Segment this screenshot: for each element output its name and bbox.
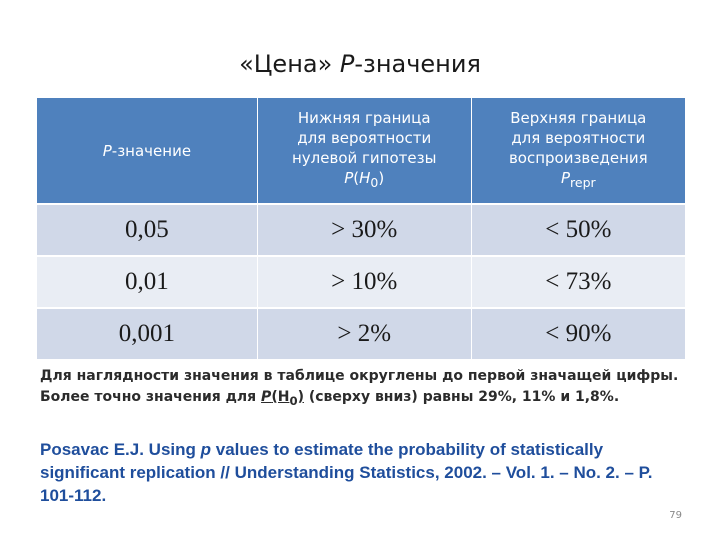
cell-lower-bound: > 30% bbox=[257, 203, 472, 256]
table-row: 0,001 > 2% < 90% bbox=[37, 307, 685, 359]
cell-p-value: 0,05 bbox=[37, 203, 258, 256]
p-value-table: P-значение Нижняя граница для вероятност… bbox=[37, 98, 685, 359]
reference-citation: Posavac E.J. Using p values to estimate … bbox=[40, 440, 653, 505]
header-lower-bound: Нижняя граница для вероятности нулевой г… bbox=[257, 98, 472, 204]
slide-title: «Цена» P-значения bbox=[239, 50, 481, 78]
table-row: 0,05 > 30% < 50% bbox=[37, 203, 685, 256]
cell-lower-bound: > 10% bbox=[257, 255, 472, 308]
table-header-row: P-значение Нижняя граница для вероятност… bbox=[37, 98, 685, 204]
page-number: 79 bbox=[669, 510, 682, 521]
cell-upper-bound: < 50% bbox=[471, 203, 685, 256]
header-p-value: P-значение bbox=[37, 98, 258, 204]
table-row: 0,01 > 10% < 73% bbox=[37, 255, 685, 308]
rounding-note: Для наглядности значения в таблице округ… bbox=[40, 368, 679, 408]
cell-upper-bound: < 90% bbox=[471, 307, 685, 359]
cell-lower-bound: > 2% bbox=[257, 307, 472, 359]
header-upper-bound: Верхняя граница для вероятности воспроиз… bbox=[471, 98, 685, 204]
cell-p-value: 0,001 bbox=[37, 307, 258, 359]
cell-upper-bound: < 73% bbox=[471, 255, 685, 308]
cell-p-value: 0,01 bbox=[37, 255, 258, 308]
